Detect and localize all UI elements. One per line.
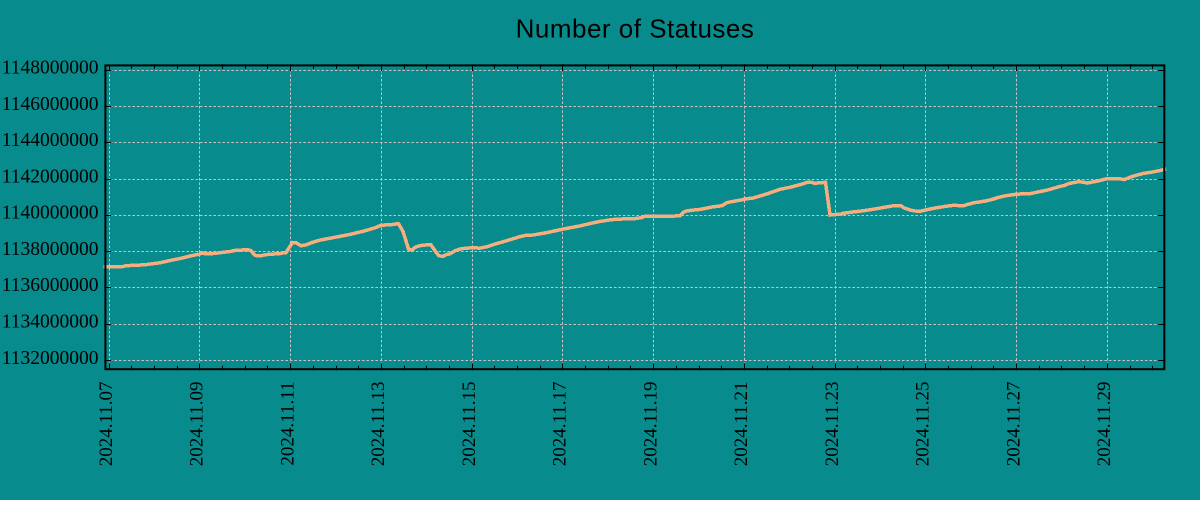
svg-text:1146000000: 1146000000: [2, 94, 99, 115]
svg-text:1142000000: 1142000000: [2, 166, 99, 187]
svg-text:1132000000: 1132000000: [2, 348, 99, 369]
svg-text:1138000000: 1138000000: [2, 239, 99, 260]
svg-text:2024.11.17: 2024.11.17: [550, 382, 571, 467]
svg-text:2024.11.11: 2024.11.11: [277, 382, 298, 466]
svg-text:2024.11.23: 2024.11.23: [822, 382, 843, 467]
svg-text:2024.11.15: 2024.11.15: [459, 382, 480, 467]
svg-text:2024.11.27: 2024.11.27: [1003, 382, 1024, 467]
svg-text:2024.11.19: 2024.11.19: [640, 382, 661, 467]
svg-text:1134000000: 1134000000: [2, 312, 99, 333]
svg-text:1148000000: 1148000000: [2, 58, 99, 79]
svg-text:2024.11.25: 2024.11.25: [913, 382, 934, 467]
svg-text:2024.11.29: 2024.11.29: [1094, 382, 1115, 467]
svg-text:2024.11.09: 2024.11.09: [187, 382, 208, 467]
svg-text:2024.11.21: 2024.11.21: [731, 382, 752, 467]
svg-text:1140000000: 1140000000: [2, 203, 99, 224]
svg-text:2024.11.07: 2024.11.07: [96, 382, 117, 467]
svg-text:1136000000: 1136000000: [2, 275, 99, 296]
svg-text:2024.11.13: 2024.11.13: [368, 382, 389, 467]
svg-text:Number of Statuses: Number of Statuses: [516, 14, 755, 44]
svg-text:1144000000: 1144000000: [2, 130, 99, 151]
